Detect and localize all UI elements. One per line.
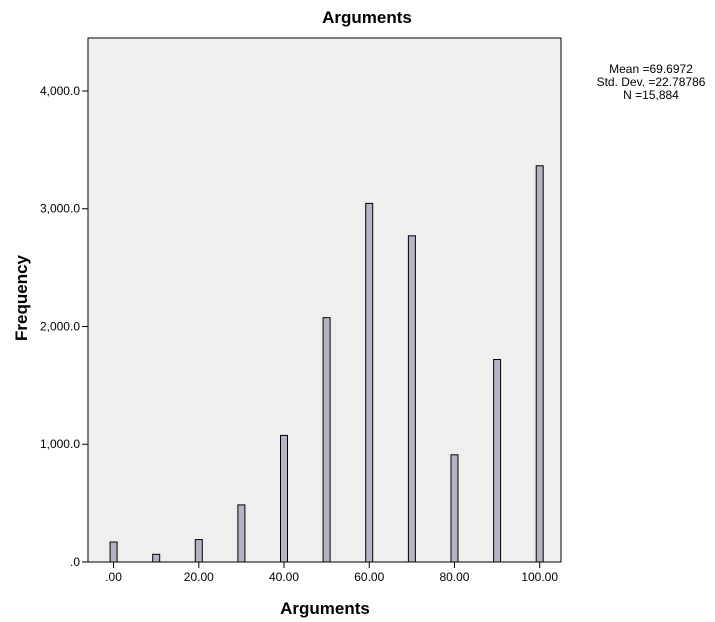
histogram-bar: [194, 539, 203, 563]
x-tick-label: 100.00: [521, 570, 558, 584]
stat-mean: Mean =69.6972: [609, 62, 693, 76]
y-tick-label: 2,000.0: [40, 319, 80, 333]
histogram-bar: [365, 202, 374, 563]
stat-std-dev: Std. Dev. =22.78786: [596, 75, 706, 89]
histogram-bar: [237, 504, 246, 563]
x-tick-label: 60.00: [354, 570, 384, 584]
histogram-bar: [450, 454, 459, 563]
histogram-bar: [109, 541, 118, 563]
y-axis-label: Frequency: [12, 254, 31, 341]
histogram-bar: [535, 165, 544, 563]
x-tick-label: .00: [105, 570, 122, 584]
stat-n: N =15,884: [623, 88, 679, 102]
histogram-bar: [322, 317, 331, 563]
x-tick-label: 40.00: [269, 570, 299, 584]
x-axis: .00 20.00 40.00 60.00 80.00 100.00: [105, 562, 558, 584]
y-tick-label: 4,000.0: [40, 84, 80, 98]
summary-statistics: Mean =69.6972 Std. Dev. =22.78786 N =15,…: [576, 63, 715, 102]
y-tick-label: .0: [70, 555, 80, 569]
histogram-bar: [280, 434, 288, 563]
chart-title: Arguments: [322, 8, 412, 27]
y-tick-label: 3,000.0: [40, 202, 80, 216]
y-tick-label: 1,000.0: [40, 437, 80, 451]
histogram-bar: [152, 553, 161, 563]
y-axis: .0 1,000.0 2,000.0 3,000.0 4,000.0: [40, 84, 88, 569]
x-tick-label: 80.00: [439, 570, 469, 584]
histogram-bar: [493, 359, 502, 563]
x-tick-label: 20.00: [184, 570, 214, 584]
x-axis-label: Arguments: [280, 599, 370, 618]
histogram-bar: [407, 235, 416, 563]
